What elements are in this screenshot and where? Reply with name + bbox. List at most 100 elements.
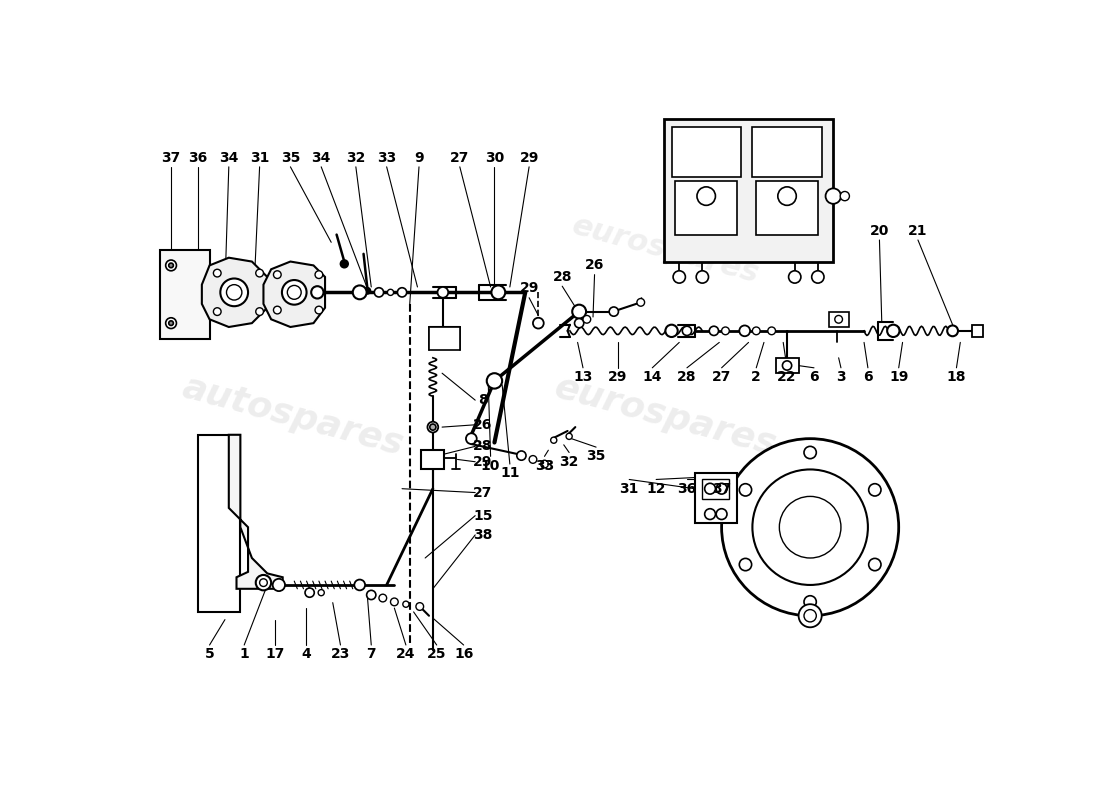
Circle shape <box>869 558 881 570</box>
Bar <box>198 435 240 612</box>
Circle shape <box>341 260 349 268</box>
Circle shape <box>574 318 584 328</box>
Bar <box>675 181 737 234</box>
Circle shape <box>768 327 776 334</box>
Text: 26: 26 <box>585 258 604 272</box>
Circle shape <box>366 590 376 599</box>
Circle shape <box>869 484 881 496</box>
Text: 27: 27 <box>473 486 493 499</box>
Text: 11: 11 <box>500 466 519 480</box>
Circle shape <box>583 315 591 323</box>
Circle shape <box>739 326 750 336</box>
Text: 6: 6 <box>810 370 818 384</box>
Text: 15: 15 <box>473 509 493 522</box>
Circle shape <box>492 286 505 299</box>
Text: 31: 31 <box>619 482 639 496</box>
Bar <box>421 450 444 470</box>
Circle shape <box>566 434 572 439</box>
Text: 14: 14 <box>642 370 662 384</box>
Text: 30: 30 <box>485 150 504 165</box>
Circle shape <box>529 455 537 463</box>
Circle shape <box>779 496 840 558</box>
Circle shape <box>403 601 409 607</box>
Circle shape <box>374 288 384 297</box>
Text: 28: 28 <box>552 270 572 284</box>
Text: 3: 3 <box>836 370 846 384</box>
Circle shape <box>318 590 324 596</box>
Circle shape <box>722 438 899 616</box>
Circle shape <box>255 575 271 590</box>
Text: 9: 9 <box>415 150 424 165</box>
Circle shape <box>517 451 526 460</box>
Circle shape <box>428 422 438 433</box>
Circle shape <box>168 263 174 268</box>
Bar <box>695 474 737 523</box>
Text: 33: 33 <box>535 458 554 473</box>
Circle shape <box>168 321 174 326</box>
Circle shape <box>782 361 792 370</box>
Bar <box>752 126 822 177</box>
Circle shape <box>534 318 543 329</box>
Circle shape <box>387 290 394 295</box>
Circle shape <box>438 287 449 298</box>
Circle shape <box>804 610 816 622</box>
Bar <box>671 126 741 177</box>
Bar <box>776 358 799 373</box>
Text: 32: 32 <box>346 150 365 165</box>
Text: 1: 1 <box>240 647 249 662</box>
Circle shape <box>752 327 760 334</box>
Circle shape <box>220 278 249 306</box>
Text: 23: 23 <box>331 647 350 662</box>
Circle shape <box>551 437 557 443</box>
Text: 6: 6 <box>864 370 872 384</box>
Text: eurospares: eurospares <box>551 370 780 462</box>
Circle shape <box>311 286 323 298</box>
Text: 37: 37 <box>712 482 732 496</box>
Circle shape <box>673 270 685 283</box>
Circle shape <box>722 327 729 334</box>
Text: 36: 36 <box>188 150 208 165</box>
Circle shape <box>354 579 365 590</box>
Circle shape <box>227 285 242 300</box>
Circle shape <box>166 260 176 270</box>
Text: 38: 38 <box>473 528 493 542</box>
Text: 17: 17 <box>265 647 285 662</box>
Bar <box>160 250 209 338</box>
Polygon shape <box>264 262 326 327</box>
Circle shape <box>430 424 436 430</box>
Circle shape <box>287 286 301 299</box>
Circle shape <box>315 306 322 314</box>
Circle shape <box>637 298 645 306</box>
Circle shape <box>696 270 708 283</box>
Text: 24: 24 <box>396 647 416 662</box>
Circle shape <box>166 318 176 329</box>
Circle shape <box>305 588 315 598</box>
Circle shape <box>572 305 586 318</box>
Circle shape <box>947 326 958 336</box>
Circle shape <box>697 187 715 206</box>
Text: 32: 32 <box>560 454 579 469</box>
Text: 27: 27 <box>450 150 470 165</box>
Circle shape <box>273 578 285 591</box>
Text: 35: 35 <box>586 450 606 463</box>
Circle shape <box>416 602 424 610</box>
Circle shape <box>609 307 618 316</box>
Text: 29: 29 <box>519 150 539 165</box>
Circle shape <box>710 326 718 335</box>
Circle shape <box>705 483 715 494</box>
Text: 8: 8 <box>478 393 487 407</box>
Circle shape <box>213 308 221 315</box>
Circle shape <box>274 306 282 314</box>
Circle shape <box>778 187 796 206</box>
Circle shape <box>739 484 751 496</box>
Bar <box>972 325 983 337</box>
Circle shape <box>486 373 502 389</box>
Circle shape <box>260 578 267 586</box>
Text: 35: 35 <box>280 150 300 165</box>
Circle shape <box>353 286 366 299</box>
Circle shape <box>213 270 221 277</box>
Circle shape <box>705 509 715 519</box>
Circle shape <box>255 270 264 277</box>
Circle shape <box>378 594 387 602</box>
Circle shape <box>364 288 371 294</box>
